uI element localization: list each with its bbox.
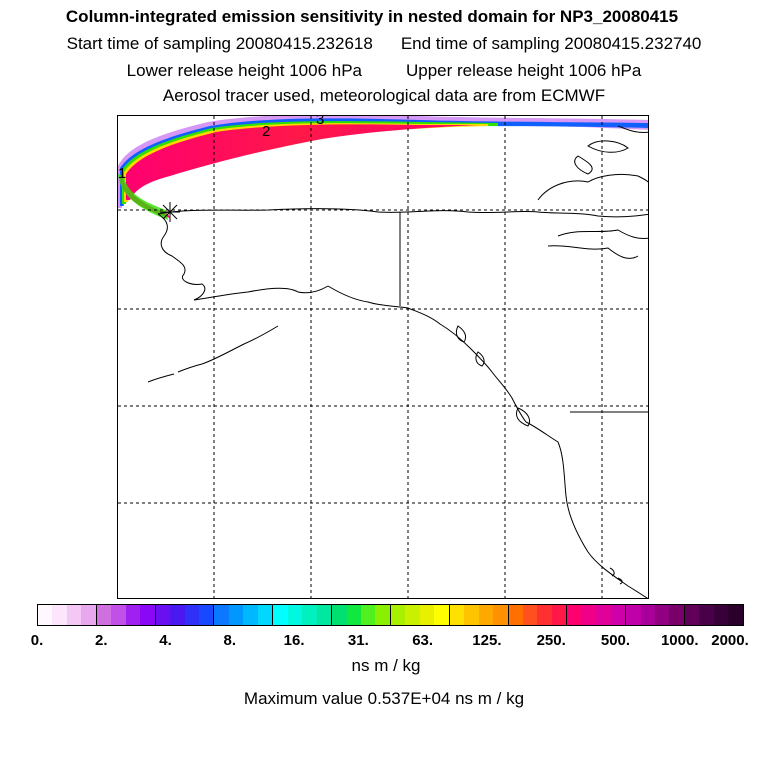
- colorbar-cell: [272, 605, 288, 625]
- release-point-star: [160, 202, 180, 222]
- colorbar-cell: [111, 605, 126, 625]
- colorbar-cell: [243, 605, 258, 625]
- colorbar-cell: [38, 605, 53, 625]
- colorbar-cell: [302, 605, 317, 625]
- colorbar-cell: [198, 605, 214, 625]
- colorbar-tick-label: 2000.: [711, 632, 749, 649]
- colorbar-cell: [448, 605, 465, 625]
- colorbar-cell: [95, 605, 112, 625]
- colorbar-cell: [537, 605, 552, 625]
- end-time-text: End time of sampling 20080415.232740: [400, 34, 702, 53]
- sampling-time-line: Start time of sampling 20080415.232618 En…: [0, 34, 768, 54]
- lower-height-text: Lower release height 1006 hPa: [126, 61, 362, 80]
- graticule: [118, 116, 648, 598]
- tracer-info-line: Aerosol tracer used, meteorological data…: [162, 86, 606, 105]
- colorbar-cell: [493, 605, 508, 625]
- colorbar-tick-labels: 0. 2. 4. 8. 16. 31. 63. 125. 250. 500. 1000. 2000.: [0, 632, 768, 652]
- colorbar-cell: [213, 605, 229, 625]
- upper-height-text: Upper release height 1006 hPa: [406, 61, 642, 80]
- colorbar-cell: [331, 605, 347, 625]
- colorbar-cell: [566, 605, 582, 625]
- colorbar-cell: [360, 605, 376, 625]
- colorbar-cell: [154, 605, 171, 625]
- coastlines: [147, 125, 648, 598]
- colorbar-tick-label: 63.: [412, 632, 434, 649]
- colorbar-cell: [655, 605, 670, 625]
- colorbar: [37, 604, 744, 626]
- plume-label-1: 1: [118, 165, 126, 182]
- colorbar-cell: [405, 605, 420, 625]
- colorbar-cell: [669, 605, 684, 625]
- colorbar-tick-label: 31.: [347, 632, 369, 649]
- plume-field: [118, 116, 648, 220]
- plot-title: Column-integrated emission sensitivity i…: [65, 7, 679, 26]
- plume-tail-outline: [118, 174, 168, 220]
- colorbar-cell: [625, 605, 641, 625]
- map-panel: 1 2 3: [117, 115, 649, 599]
- colorbar-cell: [640, 605, 656, 625]
- release-height-line: Lower release height 1006 hPa Upper relea…: [0, 61, 768, 81]
- colorbar-cell: [596, 605, 611, 625]
- colorbar-cell: [507, 605, 523, 625]
- colorbar-units: ns m / kg: [351, 656, 421, 675]
- start-time-text: Start time of sampling 20080415.232618: [66, 34, 373, 53]
- colorbar-cell: [81, 605, 96, 625]
- colorbar-cell: [52, 605, 67, 625]
- colorbar-cell: [375, 605, 390, 625]
- colorbar-cell: [184, 605, 199, 625]
- colorbar-cell: [140, 605, 155, 625]
- colorbar-tick-label: 250.: [536, 632, 566, 649]
- colorbar-cell: [419, 605, 435, 625]
- colorbar-tick-label: 500.: [600, 632, 631, 649]
- colorbar-cell: [551, 605, 567, 625]
- colorbar-cell: [464, 605, 479, 625]
- plume-core-band: [126, 124, 478, 200]
- colorbar-cell: [125, 605, 141, 625]
- colorbar-cell: [478, 605, 494, 625]
- colorbar-cell: [699, 605, 714, 625]
- colorbar-cell: [257, 605, 273, 625]
- plume-label-2: 2: [262, 123, 270, 140]
- colorbar-cell: [389, 605, 406, 625]
- map-svg: 1 2 3: [118, 116, 648, 598]
- colorbar-tick-label: 4.: [159, 632, 172, 649]
- colorbar-cell: [287, 605, 303, 625]
- plume-label-3: 3: [316, 116, 324, 128]
- colorbar-tick-label: 1000.: [660, 632, 699, 649]
- colorbar-cell: [728, 605, 743, 625]
- colorbar-cell: [713, 605, 729, 625]
- colorbar-cell: [66, 605, 82, 625]
- colorbar-cell: [610, 605, 626, 625]
- colorbar-tick-label: 16.: [283, 632, 305, 649]
- colorbar-cell: [170, 605, 185, 625]
- colorbar-cell: [228, 605, 244, 625]
- colorbar-tick-label: 8.: [223, 632, 237, 649]
- colorbar-cell: [346, 605, 361, 625]
- max-value-text: Maximum value 0.537E+04 ns m / kg: [243, 689, 525, 708]
- colorbar-cell: [316, 605, 332, 625]
- colorbar-cell: [581, 605, 597, 625]
- colorbar-tick-label: 0.: [30, 632, 44, 649]
- colorbar-tick-label: 125.: [472, 632, 502, 649]
- colorbar-tick-label: 2.: [95, 632, 108, 649]
- colorbar-cell: [522, 605, 538, 625]
- colorbar-cell: [434, 605, 449, 625]
- colorbar-cell: [683, 605, 700, 625]
